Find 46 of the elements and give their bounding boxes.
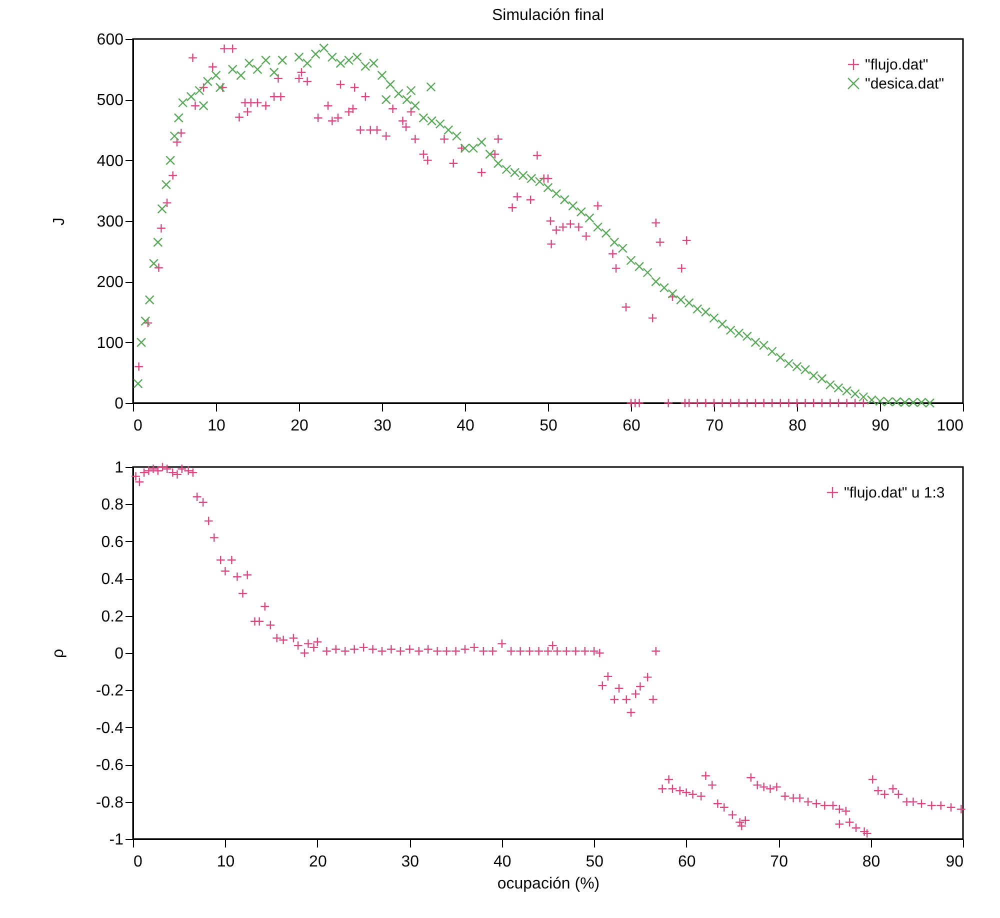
y-axis-title: J: [50, 218, 68, 226]
x-tick-label: 50: [586, 854, 604, 870]
x-tick-label: 0: [134, 854, 142, 870]
legend-label: "flujo.dat" u 1:3: [844, 484, 945, 502]
y-tick-label: 300: [96, 214, 124, 230]
x-tick-label: 60: [678, 854, 696, 870]
y-tick-label: 400: [96, 152, 124, 170]
x-tick-label: 80: [788, 418, 806, 434]
x-tick-label: 80: [862, 854, 880, 870]
legend-label: "desica.dat": [865, 76, 944, 92]
y-tick-label: 0.4: [101, 571, 124, 588]
x-tick-label: 30: [401, 854, 420, 870]
legend-label: "flujo.dat": [865, 56, 928, 74]
x-tick-label: 40: [456, 418, 474, 434]
chart-title: Simulación final: [492, 7, 604, 24]
y-tick-label: 1: [114, 460, 124, 476]
y-axis-title: ρ: [50, 648, 67, 658]
x-tick-label: 70: [770, 854, 788, 870]
y-tick-label: 0: [114, 646, 124, 662]
y-tick-label: 600: [96, 32, 124, 48]
x-tick-label: 10: [216, 854, 235, 870]
x-tick-label: 30: [374, 418, 392, 434]
x-tick-label: 20: [309, 854, 327, 870]
y-tick-label: -0.8: [96, 794, 124, 812]
x-tick-label: 50: [540, 418, 558, 434]
x-tick-label: 90: [872, 418, 890, 434]
x-tick-label: 0: [134, 418, 142, 434]
x-tick-label: 70: [706, 418, 724, 434]
y-tick-label: 100: [96, 334, 124, 352]
y-tick-label: 0: [114, 396, 124, 412]
y-tick-label: -0.2: [96, 682, 124, 700]
x-tick-label: 40: [493, 854, 512, 870]
y-tick-label: 500: [96, 92, 124, 110]
y-tick-label: 0.2: [101, 608, 124, 626]
x-tick-label: 60: [622, 418, 640, 434]
y-tick-label: -1: [109, 832, 124, 848]
y-tick-label: 0.8: [101, 496, 124, 514]
y-tick-label: 0.6: [101, 534, 124, 551]
x-axis-title: ocupación (%): [497, 876, 600, 892]
x-tick-label: 20: [290, 418, 308, 434]
x-tick-label: 90: [946, 854, 964, 870]
x-tick-label: 10: [208, 418, 226, 434]
y-tick-label: -0.6: [96, 757, 124, 774]
x-tick-label: 100: [936, 418, 964, 434]
y-tick-label: 200: [96, 274, 124, 292]
y-tick-label: -0.4: [96, 720, 124, 737]
